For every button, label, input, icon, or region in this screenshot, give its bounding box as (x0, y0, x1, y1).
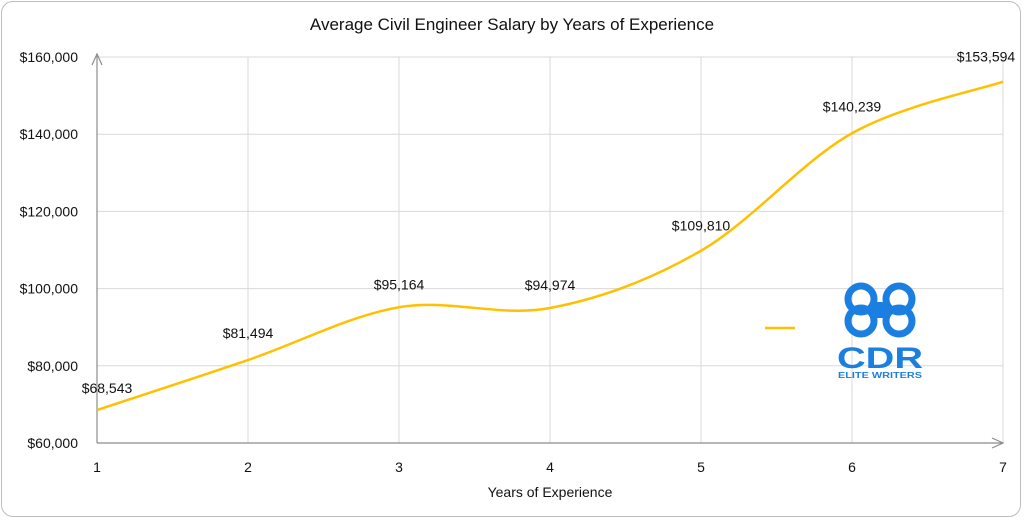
data-label: $153,594 (957, 49, 1016, 65)
x-tick-label: 6 (848, 459, 856, 475)
logo-secondary-text: ELITE WRITERS (838, 371, 923, 380)
data-label: $68,543 (82, 380, 133, 396)
series-line (96, 80, 1004, 412)
x-axis-title: Years of Experience (488, 484, 613, 500)
y-tick-label: $120,000 (20, 203, 79, 219)
axes (91, 52, 1005, 449)
data-label: $109,810 (672, 218, 731, 234)
x-tick-label: 4 (546, 459, 554, 475)
logo-center-icon (871, 302, 889, 318)
data-label: $81,494 (223, 325, 274, 341)
cdr-logo: CDR ELITE WRITERS (837, 282, 923, 380)
x-tick-label: 3 (395, 459, 403, 475)
x-tick-labels: 1 2 3 4 5 6 7 (93, 459, 1007, 475)
y-tick-label: $80,000 (27, 358, 78, 374)
data-label: $94,974 (525, 277, 576, 293)
gridlines (96, 56, 1004, 444)
data-labels: $68,543 $81,494 $95,164 $94,974 $109,810 $140… (82, 49, 1016, 396)
y-tick-label: $160,000 (20, 49, 79, 65)
y-axis-arrow-icon (91, 52, 103, 66)
y-tick-labels: $60,000 $80,000 $100,000 $120,000 $140,000 $1… (20, 49, 79, 451)
x-tick-label: 5 (697, 459, 705, 475)
data-label: $95,164 (374, 276, 425, 292)
y-tick-label: $140,000 (20, 126, 79, 142)
x-tick-label: 1 (93, 459, 101, 475)
x-tick-label: 2 (244, 459, 252, 475)
logo-mark-icon (844, 282, 916, 338)
logo-primary-text: CDR (837, 342, 923, 375)
y-tick-label: $60,000 (27, 435, 78, 451)
x-tick-label: 7 (999, 459, 1007, 475)
chart-title: Average Civil Engineer Salary by Years o… (310, 15, 714, 34)
x-axis-arrow-icon (991, 437, 1005, 449)
data-label: $140,239 (823, 98, 882, 114)
y-tick-label: $100,000 (20, 281, 79, 297)
